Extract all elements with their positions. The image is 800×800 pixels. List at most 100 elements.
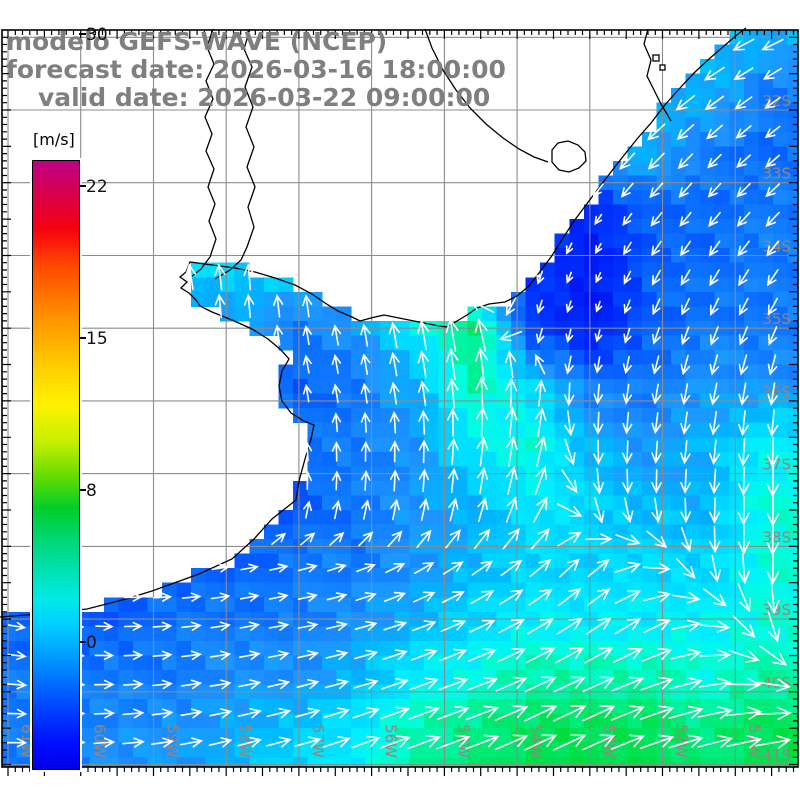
wave-arrow — [709, 468, 720, 495]
ocean-cell — [685, 713, 701, 729]
ocean-cell — [583, 655, 599, 671]
ocean-cell — [627, 626, 643, 642]
ocean-cell — [787, 349, 798, 365]
wave-arrow — [564, 410, 575, 437]
ocean-cell — [481, 582, 497, 598]
ocean-cell — [2, 713, 17, 729]
ocean-cell — [176, 626, 192, 642]
wave-arrow — [582, 734, 616, 751]
ocean-cell — [2, 742, 17, 758]
ocean-cell — [511, 655, 527, 671]
ocean-cell — [423, 335, 439, 351]
ocean-cell — [438, 422, 454, 438]
ocean-cell — [700, 568, 716, 584]
wave-arrow — [765, 183, 781, 198]
ocean-cell — [656, 291, 672, 307]
ocean-cell — [598, 655, 614, 671]
ocean-cell — [394, 597, 410, 613]
wave-arrow — [500, 559, 523, 577]
ocean-cell — [423, 553, 439, 569]
ocean-cell — [16, 669, 32, 685]
wave-arrow — [209, 679, 232, 690]
ocean-cell — [729, 509, 745, 525]
wave-arrow — [271, 532, 287, 546]
ocean-cell — [365, 655, 381, 671]
wave-arrow — [439, 648, 468, 662]
ocean-cell — [743, 728, 759, 744]
ocean-cell — [758, 597, 774, 613]
wave-arrow — [651, 240, 662, 257]
wave-arrow — [438, 677, 469, 691]
wave-arrow — [736, 183, 751, 198]
ocean-cell — [787, 742, 798, 758]
wave-arrow — [360, 411, 371, 433]
ocean-cell — [336, 480, 352, 496]
wave-arrow — [709, 497, 721, 524]
wave-arrow — [445, 529, 461, 549]
ocean-cell — [89, 757, 105, 767]
wave-arrow — [536, 270, 545, 285]
ocean-cell — [365, 408, 381, 424]
ocean-cell — [787, 524, 798, 540]
ocean-cell — [307, 626, 323, 642]
ocean-cell — [147, 655, 163, 671]
ocean-cell — [685, 597, 701, 613]
ocean-cell — [380, 480, 396, 496]
ocean-cell — [554, 306, 570, 322]
ocean-cell — [787, 626, 798, 642]
ocean-cell — [452, 349, 468, 365]
ocean-cell — [278, 742, 294, 758]
ocean-cell — [438, 364, 454, 380]
ocean-cell — [569, 364, 585, 380]
ocean-cell — [787, 597, 798, 613]
ocean-cell — [452, 568, 468, 584]
ocean-cell — [336, 713, 352, 729]
wave-arrow — [441, 591, 465, 604]
ocean-cell — [598, 437, 614, 453]
ocean-cell — [671, 204, 687, 220]
ocean-cell — [481, 379, 497, 395]
ocean-cell — [729, 88, 745, 104]
wave-arrow — [469, 619, 496, 633]
ocean-cell — [743, 59, 759, 75]
ocean-cell — [641, 408, 657, 424]
ocean-cell — [569, 655, 585, 671]
ocean-cell — [583, 582, 599, 598]
ocean-cell — [540, 713, 556, 729]
wave-arrow — [709, 326, 719, 346]
ocean-cell — [292, 524, 308, 540]
ocean-cell — [772, 306, 788, 322]
ocean-cell — [612, 204, 628, 220]
ocean-cell — [191, 655, 207, 671]
ocean-cell — [787, 73, 798, 89]
wave-arrow — [709, 554, 721, 583]
ocean-cell — [671, 88, 687, 104]
ocean-cell — [2, 728, 17, 744]
ocean-cell — [540, 451, 556, 467]
ocean-cell — [336, 626, 352, 642]
ocean-cell — [481, 626, 497, 642]
ocean-cell — [103, 655, 119, 671]
ocean-cell — [700, 742, 716, 758]
ocean-cell — [656, 437, 672, 453]
ocean-cell — [161, 655, 177, 671]
ocean-cell — [627, 306, 643, 322]
wave-arrow — [587, 558, 610, 577]
ocean-cell — [743, 335, 759, 351]
ocean-cell — [583, 509, 599, 525]
wave-arrow — [466, 677, 499, 691]
ocean-cell — [787, 728, 798, 744]
ocean-cell — [249, 655, 265, 671]
wave-arrow — [651, 355, 661, 375]
ocean-cell — [758, 553, 774, 569]
colorbar-tick-label: 30 — [86, 25, 108, 45]
ocean-cell — [220, 655, 236, 671]
ocean-cell — [787, 204, 798, 220]
ocean-cell — [423, 582, 439, 598]
ocean-cell — [627, 757, 643, 767]
wave-arrow — [680, 468, 691, 494]
wave-arrow — [559, 558, 581, 578]
ocean-cell — [729, 44, 745, 60]
ocean-cell — [525, 655, 541, 671]
ocean-cell — [714, 699, 730, 715]
